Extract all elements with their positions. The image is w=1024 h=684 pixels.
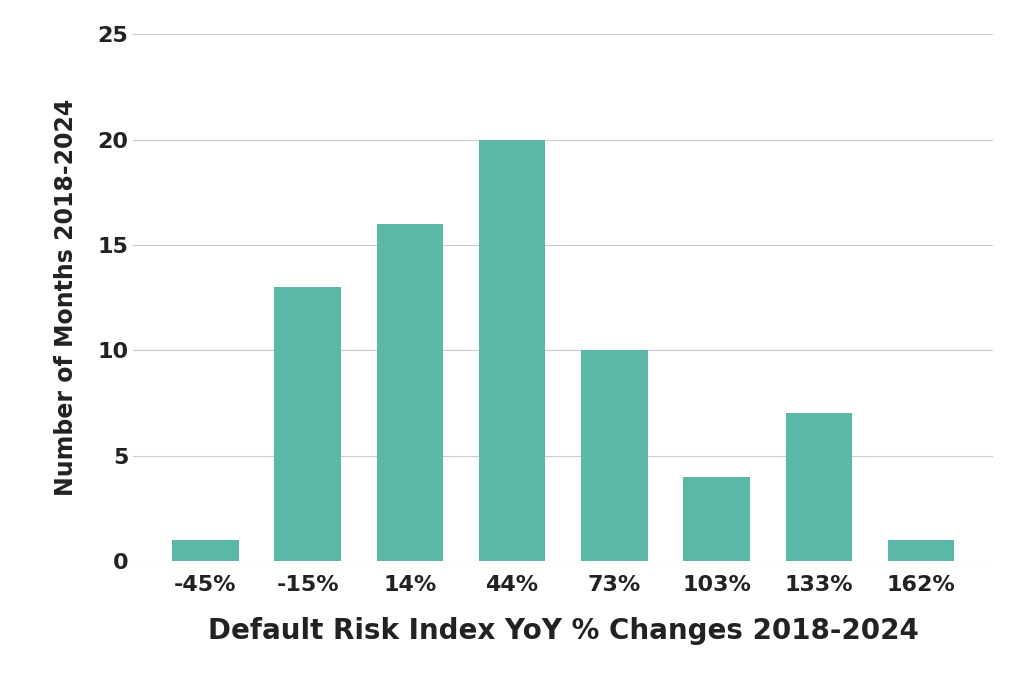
Bar xyxy=(172,540,239,561)
Bar xyxy=(581,350,647,561)
Bar xyxy=(888,540,954,561)
Bar xyxy=(377,224,443,561)
Bar xyxy=(683,477,750,561)
Bar xyxy=(274,287,341,561)
Y-axis label: Number of Months 2018-2024: Number of Months 2018-2024 xyxy=(53,99,78,496)
Bar xyxy=(479,140,546,561)
X-axis label: Default Risk Index YoY % Changes 2018-2024: Default Risk Index YoY % Changes 2018-20… xyxy=(208,617,919,645)
Bar xyxy=(785,413,852,561)
